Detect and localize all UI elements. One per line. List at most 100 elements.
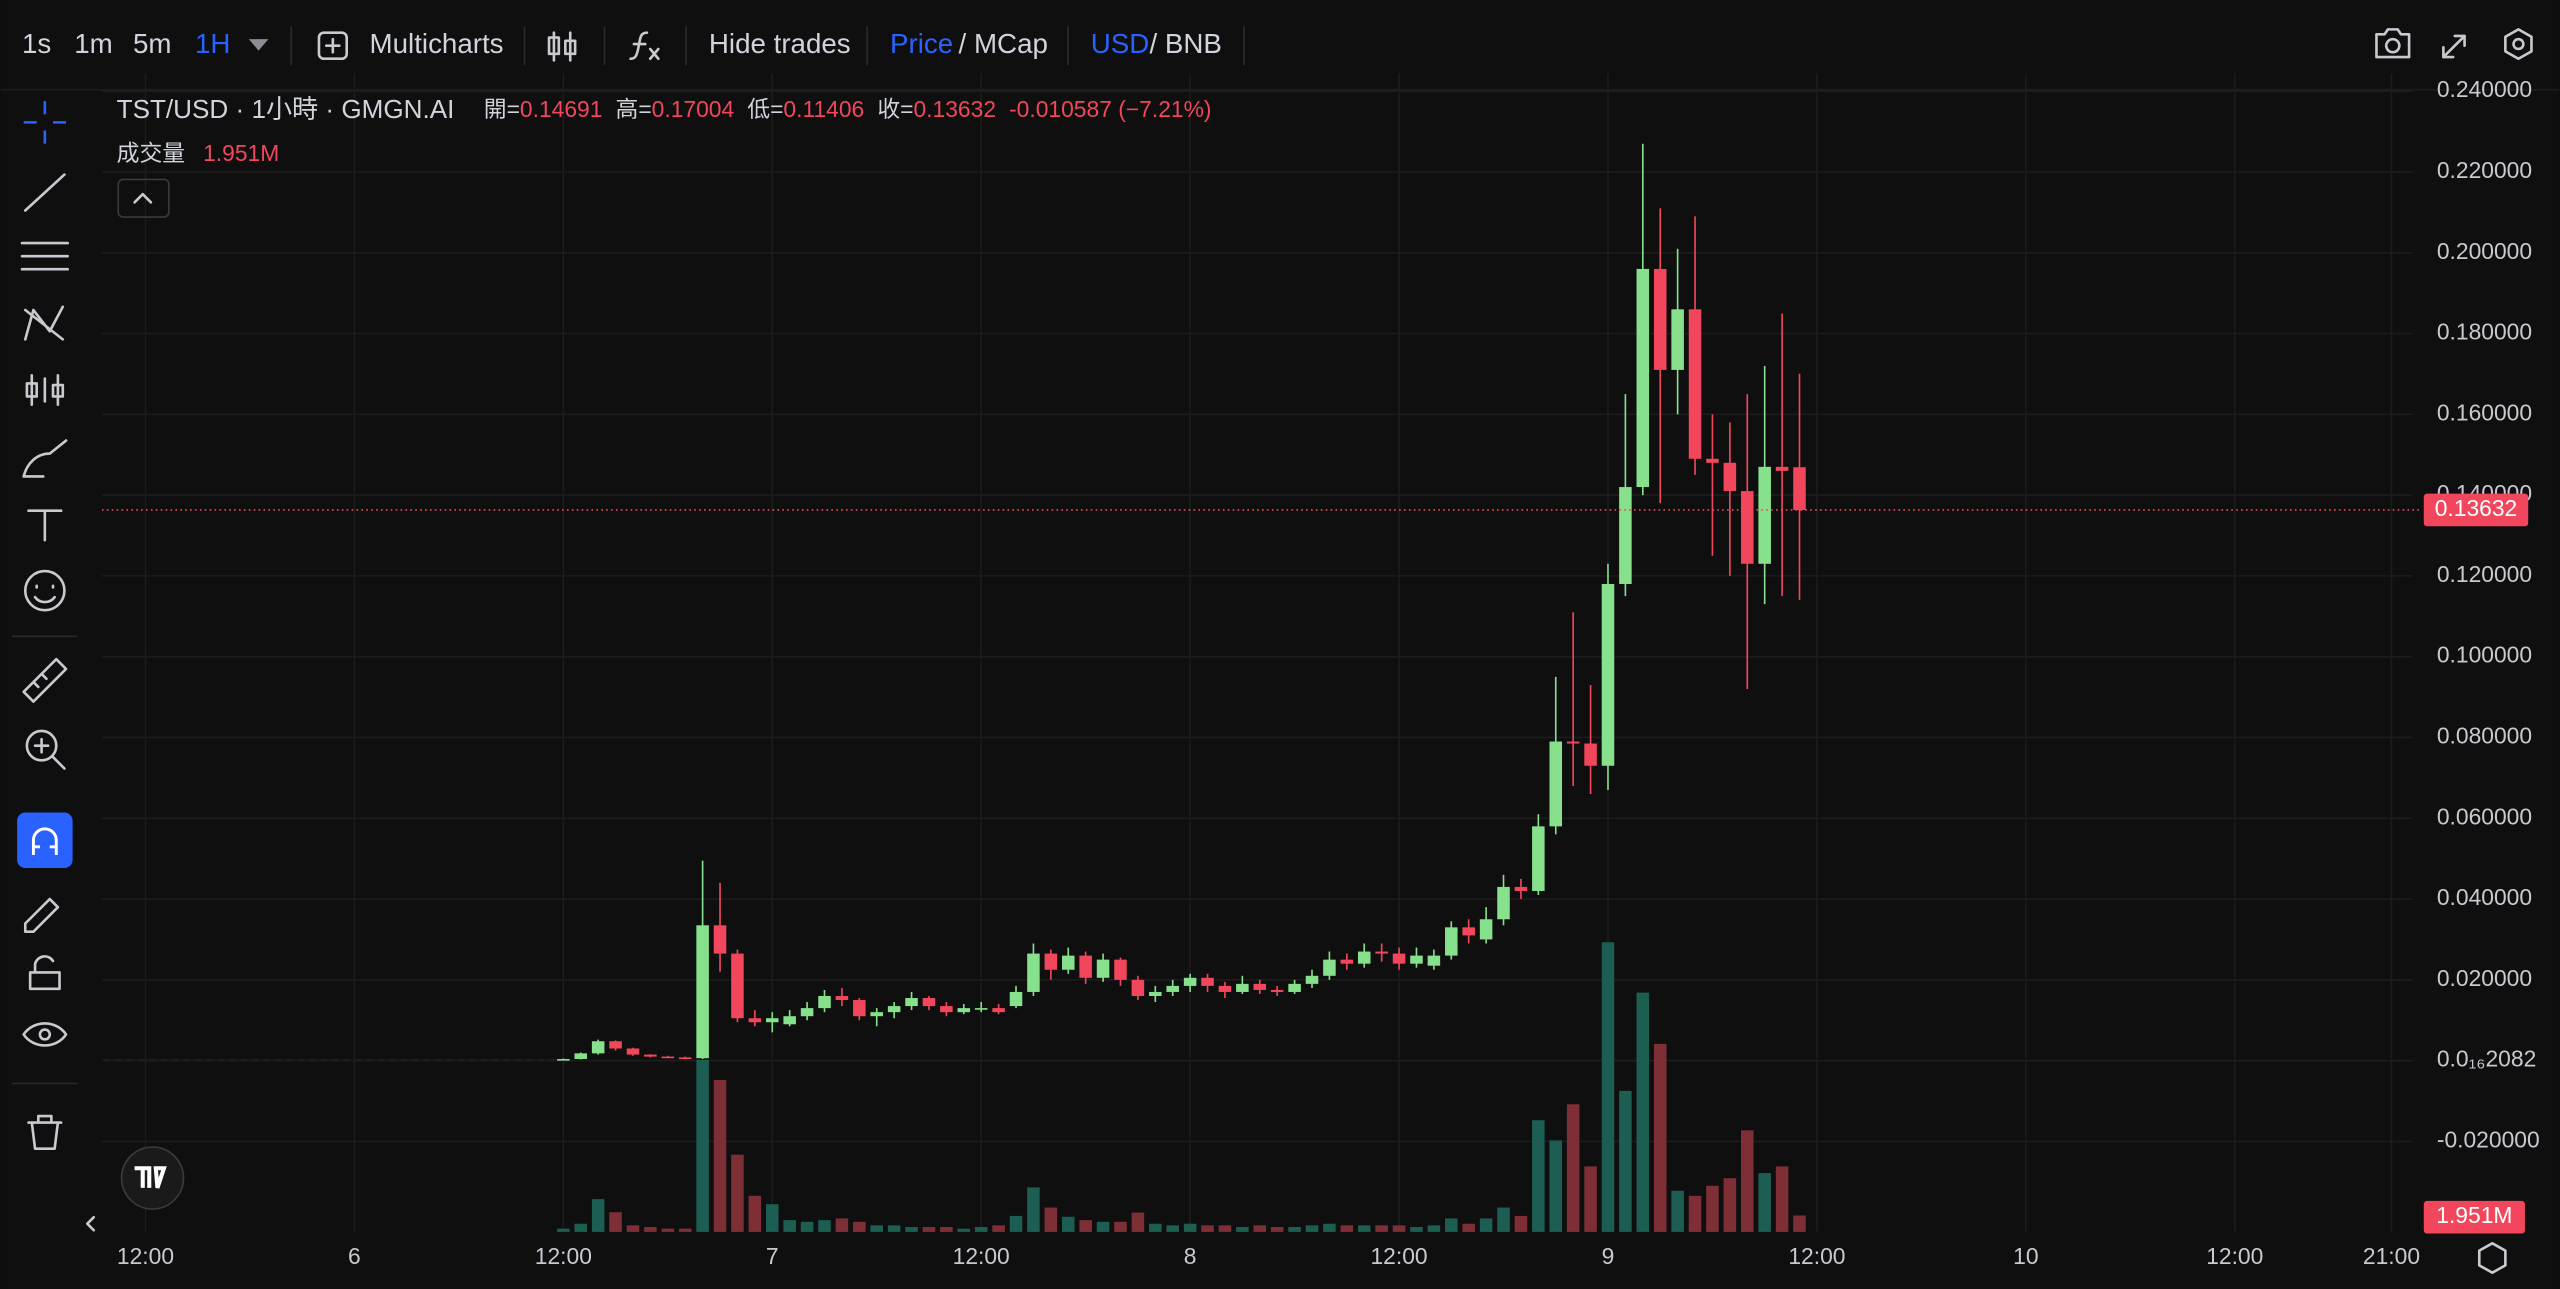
interval-1h[interactable]: 1H — [195, 28, 230, 59]
volume-bar — [696, 1059, 709, 1232]
candle-body — [1009, 991, 1023, 1007]
candle-body — [1218, 985, 1232, 992]
text-tool[interactable] — [27, 509, 63, 542]
zoom-plus — [33, 737, 66, 770]
candle-body — [748, 1018, 762, 1023]
multicharts-icon[interactable] — [317, 31, 349, 61]
x-tick-label: 12:00 — [953, 1243, 1010, 1269]
y-tick-label: -0.020000 — [2437, 1126, 2540, 1152]
interval-5m[interactable]: 5m — [133, 28, 172, 59]
interval-1m[interactable]: 1m — [74, 28, 113, 59]
volume-bar — [887, 1225, 901, 1232]
candle-body — [626, 1048, 640, 1055]
candle-body — [1270, 989, 1284, 992]
candle-body — [609, 1041, 622, 1049]
candle-body — [1044, 953, 1058, 970]
volume-bar — [1270, 1227, 1284, 1232]
candle-body — [1410, 955, 1423, 964]
multicharts[interactable]: Multicharts — [370, 28, 504, 59]
candle-body — [1340, 959, 1354, 964]
indicators-icon[interactable] — [629, 31, 660, 61]
candle-body — [1706, 458, 1719, 463]
candle-body — [765, 1018, 779, 1023]
fullscreen-icon[interactable] — [2442, 34, 2466, 59]
candle-body — [1305, 975, 1319, 984]
y-tick-label: 0.100000 — [2437, 642, 2532, 668]
y-tick-label: 0.0₁₆2082 — [2437, 1046, 2536, 1072]
candle-body — [1549, 741, 1563, 827]
candle-body — [678, 1057, 692, 1060]
collapse-toolbar[interactable] — [85, 1215, 96, 1232]
collapse-legend[interactable] — [117, 178, 170, 218]
candle-body — [1584, 743, 1597, 766]
x-tick-label: 7 — [766, 1243, 779, 1269]
volume-title: 成交量 — [117, 140, 185, 166]
trendline-tool[interactable] — [23, 173, 66, 212]
crosshair-tool[interactable] — [23, 101, 67, 144]
emoji-tool[interactable] — [23, 569, 66, 612]
volume-bar — [748, 1195, 762, 1232]
volume-bar — [1584, 1166, 1597, 1232]
candle-body — [1027, 953, 1040, 992]
lock-drawing-tool[interactable] — [23, 897, 60, 933]
candle-body — [1253, 983, 1267, 990]
y-tick-label: 0.060000 — [2437, 803, 2532, 829]
candle-body — [1445, 927, 1458, 956]
y-tick-label: 0.160000 — [2437, 399, 2532, 425]
hide-trades[interactable]: Hide trades — [709, 28, 851, 59]
volume-bar — [1183, 1223, 1197, 1232]
candle-body — [887, 1006, 901, 1013]
volume-bar — [992, 1225, 1005, 1232]
volume-bar — [1514, 1215, 1528, 1232]
volume-bar — [1497, 1207, 1510, 1232]
tv-logo[interactable] — [120, 1146, 185, 1210]
hide-tool[interactable] — [22, 1022, 68, 1047]
pattern-tool[interactable] — [23, 305, 65, 341]
candle-body — [1323, 959, 1336, 976]
volume-bar — [644, 1227, 657, 1232]
candle-body — [1479, 919, 1493, 940]
legend-label: 收= — [877, 96, 913, 122]
volume-bar — [731, 1154, 744, 1232]
axis-settings[interactable] — [2477, 1242, 2507, 1274]
volume-bar — [1131, 1212, 1145, 1232]
volume-bar — [1723, 1178, 1737, 1232]
volume-bar — [1775, 1166, 1789, 1232]
volume-bar — [1653, 1043, 1667, 1232]
legend-change: -0.010587 (−7.21%) — [1009, 96, 1211, 122]
screenshot-icon[interactable] — [2375, 28, 2411, 59]
settings-icon[interactable] — [2504, 28, 2533, 61]
candle-body — [1636, 268, 1650, 488]
volume-bar — [1462, 1223, 1475, 1232]
zoom-tool[interactable] — [25, 729, 58, 762]
volume-bar — [1427, 1225, 1441, 1232]
x-tick-label: 6 — [348, 1243, 361, 1269]
volume-bar — [905, 1227, 918, 1232]
delete-tool[interactable] — [27, 1114, 63, 1150]
candle-body — [1079, 955, 1092, 978]
chart-type-icon[interactable] — [547, 31, 577, 62]
ruler-tool[interactable] — [22, 657, 68, 703]
candle-body — [1131, 979, 1145, 996]
volume-bar — [1340, 1225, 1354, 1232]
fib-tool[interactable] — [20, 241, 69, 271]
candle-body — [1462, 927, 1475, 936]
candle-body — [800, 1008, 814, 1017]
legend-label: 開= — [484, 96, 520, 122]
volume-bar — [1079, 1220, 1092, 1232]
usd-toggle[interactable]: USD — [1091, 28, 1150, 59]
volume-bar — [1601, 942, 1615, 1232]
interval-1s[interactable]: 1s — [22, 28, 51, 59]
legend-value: 0.14691 — [520, 96, 603, 122]
interval-dropdown[interactable] — [248, 39, 269, 51]
prediction-tool[interactable] — [25, 373, 65, 406]
volume-badge — [2423, 1200, 2525, 1234]
bnb-toggle[interactable]: / BNB — [1149, 28, 1221, 59]
unlock-tool[interactable] — [28, 955, 61, 991]
magnet-tool[interactable] — [17, 812, 73, 869]
brush-tool[interactable] — [22, 439, 68, 478]
volume-bar — [557, 1228, 570, 1232]
mcap-toggle[interactable]: / MCap — [959, 28, 1048, 59]
price-toggle[interactable]: Price — [890, 28, 953, 59]
volume-bar — [1479, 1218, 1493, 1232]
